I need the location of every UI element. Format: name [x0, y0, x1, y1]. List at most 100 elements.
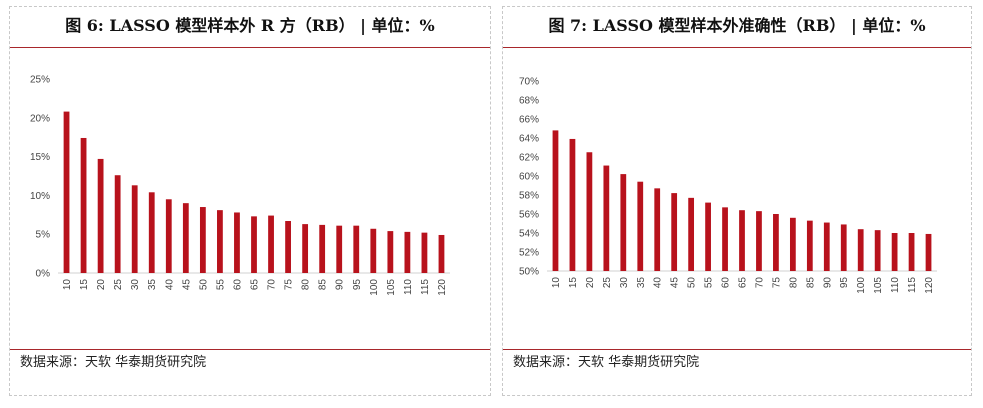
- x-tick-label: 35: [147, 279, 158, 291]
- x-tick-label: 15: [79, 279, 90, 291]
- x-tick-label: 80: [788, 277, 799, 289]
- bar: [671, 193, 678, 271]
- x-tick-label: 10: [551, 277, 562, 289]
- bar: [823, 222, 830, 271]
- x-tick-label: 30: [130, 279, 141, 291]
- title-divider: [10, 47, 490, 48]
- x-tick-label: 65: [738, 277, 749, 289]
- x-tick-label: 15: [568, 277, 579, 289]
- x-tick-label: 120: [924, 277, 935, 294]
- chart-panel-accuracy: 图 7: LASSO 模型样本外准确性（RB） | 单位：% 50% 52% 54%…: [502, 6, 972, 396]
- bar: [387, 231, 394, 273]
- r-squared-bar-chart: 0% 5% 10% 15% 20% 25% 10 15 20 25 30 35 40 45 50 55 60 65…: [30, 75, 450, 296]
- bar: [199, 207, 206, 273]
- bar: [182, 203, 189, 273]
- x-tick-label: 75: [284, 279, 295, 291]
- bar: [319, 224, 326, 273]
- source-note: 数据来源：天软 华泰期货研究院: [20, 355, 207, 370]
- x-tick-label: 90: [335, 279, 346, 291]
- bar: [552, 130, 559, 271]
- x-tick-label: 115: [420, 279, 431, 295]
- bar: [268, 215, 274, 273]
- y-tick-label: 62%: [519, 153, 539, 164]
- x-tick-label: 40: [164, 279, 175, 291]
- x-tick-label: 45: [181, 279, 192, 291]
- title-divider: [503, 47, 971, 48]
- bar: [114, 175, 121, 273]
- bar: [908, 233, 915, 271]
- x-tick-label: 75: [771, 277, 782, 289]
- source-divider: [503, 349, 971, 350]
- x-tick-label: 40: [653, 277, 664, 289]
- bar: [705, 202, 711, 271]
- x-tick-label: 25: [602, 277, 613, 289]
- x-tick-label: 10: [62, 279, 73, 291]
- y-tick-label: 56%: [519, 210, 539, 221]
- y-tick-label: 70%: [519, 77, 539, 88]
- x-tick-label: 100: [369, 279, 380, 296]
- chart-panel-r-squared: 图 6: LASSO 模型样本外 R 方（RB） | 单位：% 0% 5% 10% 1…: [9, 6, 491, 396]
- bar: [620, 174, 627, 271]
- x-tick-label: 50: [198, 279, 209, 291]
- x-tick-label: 30: [619, 277, 630, 289]
- x-tick-label: 95: [352, 279, 363, 291]
- bar: [370, 228, 377, 273]
- x-tick-label: 85: [318, 279, 329, 291]
- x-tick-label: 85: [805, 277, 816, 289]
- y-tick-label: 52%: [519, 248, 539, 259]
- bar: [421, 232, 428, 273]
- y-tick-label: 20%: [30, 113, 50, 124]
- bar: [569, 138, 576, 271]
- bar: [603, 165, 610, 271]
- y-tick-label: 68%: [519, 96, 539, 107]
- source-divider: [10, 349, 490, 350]
- x-tick-label: 55: [215, 279, 226, 291]
- x-tick-label: 65: [250, 279, 261, 291]
- x-tick-label: 95: [839, 277, 850, 289]
- bar: [336, 225, 343, 273]
- source-note: 数据来源：天软 华泰期货研究院: [513, 355, 700, 370]
- x-tick-label: 80: [301, 279, 312, 291]
- bar: [857, 229, 864, 271]
- bar: [773, 214, 779, 271]
- chart-title: 图 6: LASSO 模型样本外 R 方（RB） | 单位：%: [65, 16, 435, 35]
- x-tick-label: 90: [822, 277, 833, 289]
- x-tick-label: 115: [907, 277, 918, 293]
- y-tick-label: 5%: [36, 230, 51, 241]
- x-tick-label: 25: [113, 279, 124, 291]
- bar: [840, 224, 847, 271]
- bar: [353, 225, 360, 273]
- bar: [654, 188, 661, 271]
- x-tick-label: 110: [890, 277, 901, 293]
- x-tick-label: 120: [437, 279, 448, 296]
- bar: [438, 234, 445, 273]
- bar: [131, 185, 138, 273]
- bar: [806, 220, 813, 271]
- bar: [80, 137, 87, 273]
- x-tick-label: 60: [721, 277, 732, 289]
- bar: [722, 207, 728, 271]
- x-tick-label: 70: [267, 279, 278, 291]
- bar: [925, 233, 932, 271]
- bar: [688, 197, 695, 271]
- bar: [789, 217, 796, 271]
- bar: [165, 199, 172, 273]
- x-tick-label: 50: [687, 277, 698, 289]
- bar: [637, 181, 644, 271]
- y-tick-label: 58%: [519, 191, 539, 202]
- x-tick-label: 20: [96, 279, 107, 291]
- bar: [756, 211, 762, 271]
- y-tick-label: 54%: [519, 229, 539, 240]
- y-tick-label: 15%: [30, 152, 50, 163]
- bar: [148, 192, 155, 273]
- y-tick-label: 10%: [30, 191, 50, 202]
- x-tick-label: 35: [636, 277, 647, 289]
- bar: [404, 231, 411, 273]
- bar: [874, 230, 881, 271]
- bar: [302, 224, 309, 273]
- x-tick-label: 55: [704, 277, 715, 289]
- y-tick-label: 64%: [519, 134, 539, 145]
- bar: [586, 152, 593, 271]
- x-tick-label: 60: [232, 279, 243, 291]
- x-tick-label: 100: [856, 277, 867, 294]
